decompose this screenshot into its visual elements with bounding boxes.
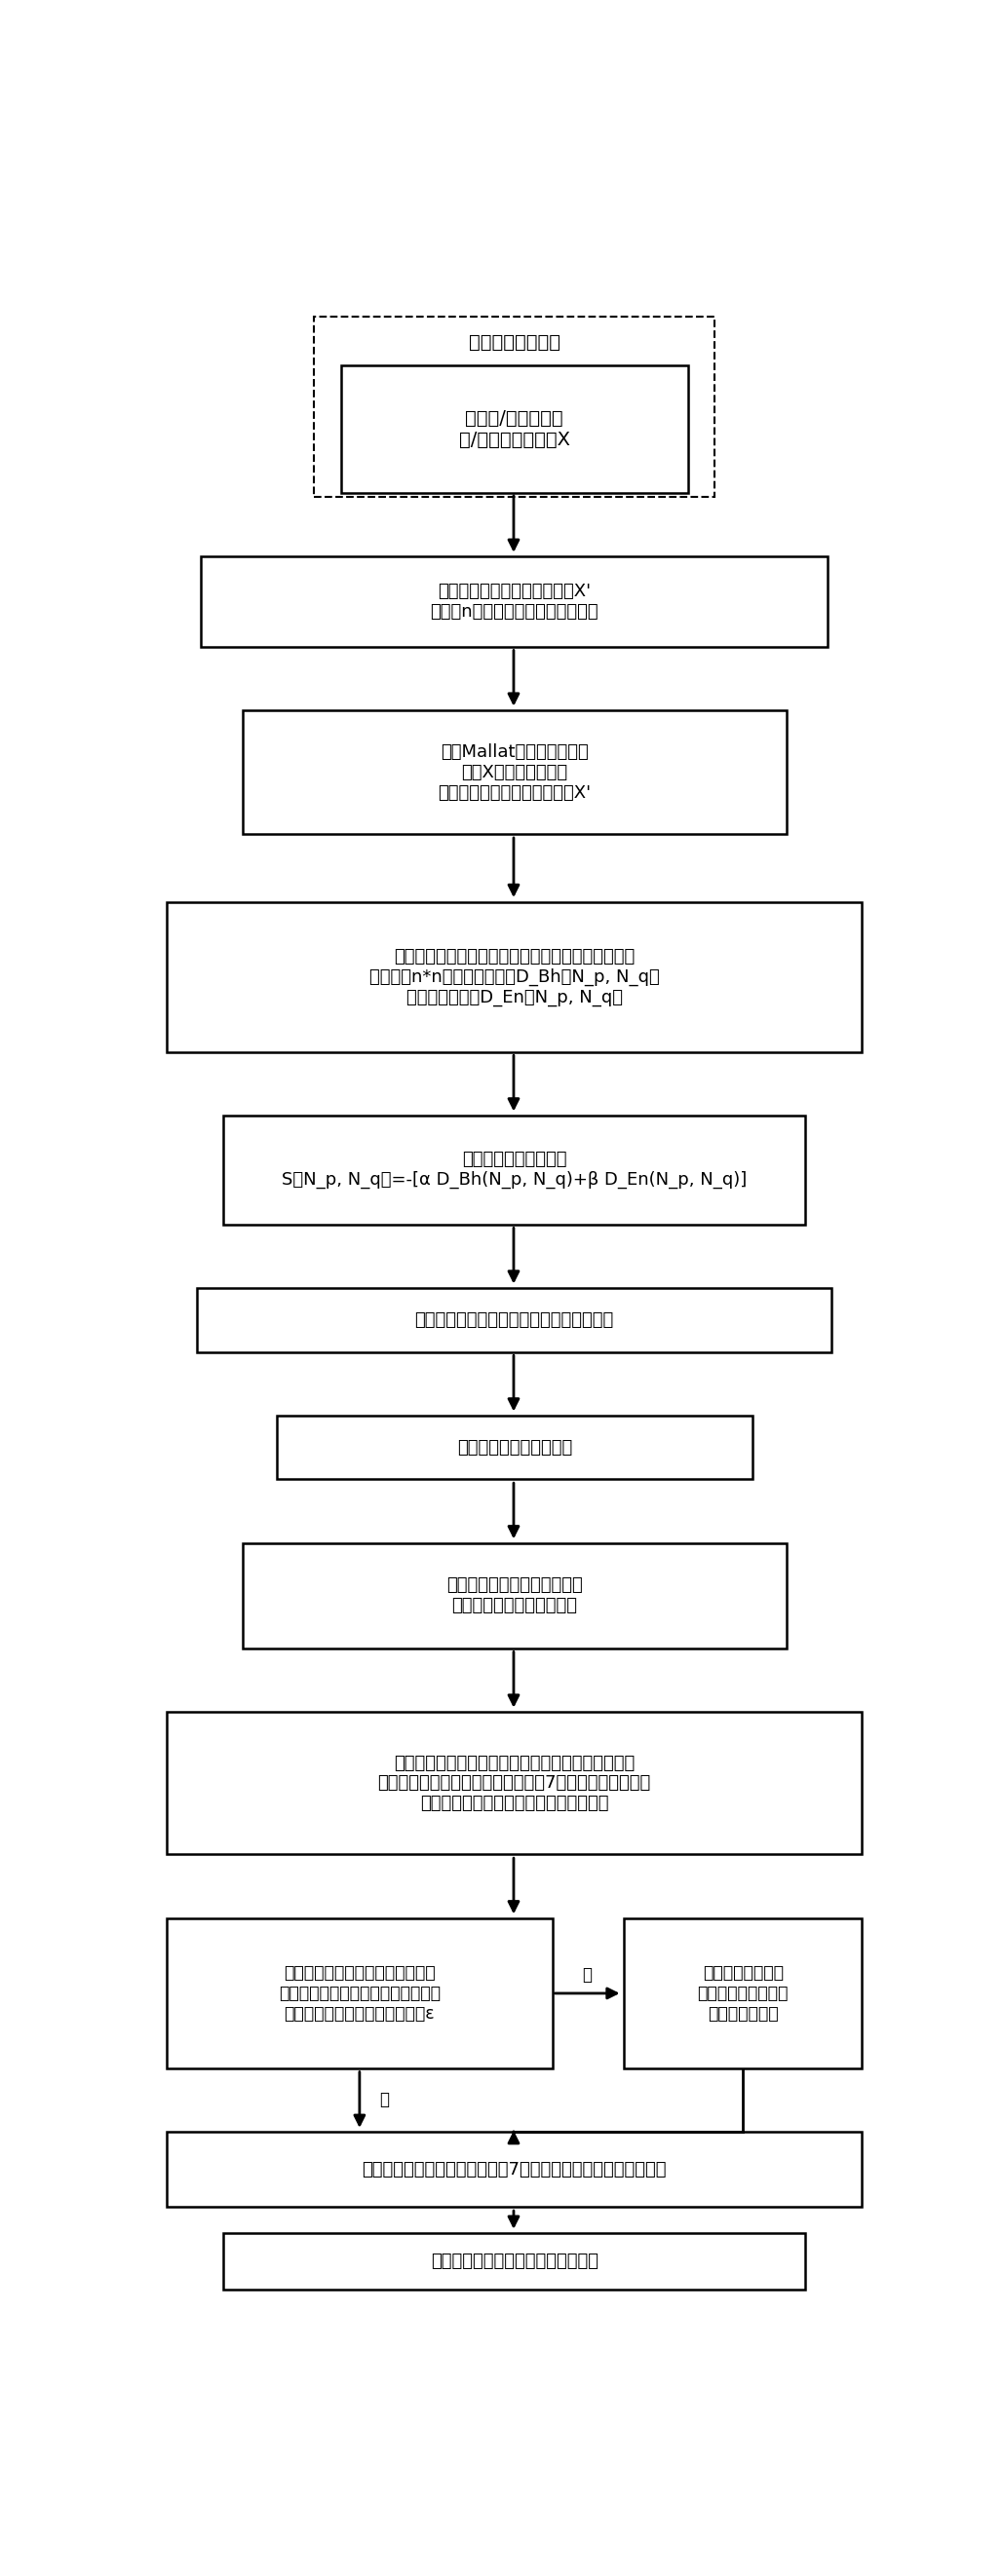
Bar bbox=[166, 2133, 862, 2208]
Bar bbox=[166, 1919, 553, 2069]
Text: 风电场/光伏电站的
年/月出力时间序列X: 风电场/光伏电站的 年/月出力时间序列X bbox=[458, 410, 570, 448]
Bar bbox=[277, 1417, 752, 1479]
Bar bbox=[224, 1115, 805, 1224]
Bar bbox=[243, 1543, 786, 1649]
Bar bbox=[224, 2233, 805, 2290]
Text: 采用马尔夫随机过程模拟典型
日出力场景之间的转换过程: 采用马尔夫随机过程模拟典型 日出力场景之间的转换过程 bbox=[446, 1577, 583, 1615]
Text: 对首尾相连的部分
数据采用中值滤波算
法进行平滑处理: 对首尾相连的部分 数据采用中值滤波算 法进行平滑处理 bbox=[697, 1965, 788, 2022]
Text: 构建双尺度相似度矩阵
S（N_p, N_q）=-[α D_Bh(N_p, N_q)+β D_En(N_p, N_q)]: 构建双尺度相似度矩阵 S（N_p, N_q）=-[α D_Bh(N_p, N_q… bbox=[282, 1151, 747, 1190]
Text: 否: 否 bbox=[379, 2092, 389, 2110]
Text: 计算任意两个典型日出力场景之间的状态转移概率，
从多个典型日出力场景中随机抽样出7个典型日出力场景，
作为风电光伏典型周出力场景的排列顺序: 计算任意两个典型日出力场景之间的状态转移概率， 从多个典型日出力场景中随机抽样出… bbox=[378, 1754, 651, 1814]
Bar bbox=[166, 1713, 862, 1855]
Text: 是: 是 bbox=[583, 1965, 592, 1984]
Bar bbox=[314, 317, 714, 497]
Text: 将双尺度相似度矩阵输入近邻传播聚类算法: 将双尺度相似度矩阵输入近邻传播聚类算法 bbox=[415, 1311, 614, 1329]
Bar bbox=[624, 1919, 862, 2069]
Bar bbox=[198, 1288, 831, 1352]
Bar bbox=[166, 902, 862, 1051]
Text: 检验风电光伏典型周出力场景中，
首尾相连的两个典型日出力场景的首
尾连接点之间差值是否大于阈值ε: 检验风电光伏典型周出力场景中， 首尾相连的两个典型日出力场景的首 尾连接点之间差… bbox=[279, 1965, 440, 2022]
Text: 将去除噪声后的出力时间序列X'
划分为n个等时间尺度的日出力场景: 将去除噪声后的出力时间序列X' 划分为n个等时间尺度的日出力场景 bbox=[430, 582, 599, 621]
Bar bbox=[341, 366, 688, 492]
Bar bbox=[243, 711, 786, 835]
Text: 运用Mallat算法对出力时间
序列X进行小波滤波，
去除噪声，获得出力时间序列X': 运用Mallat算法对出力时间 序列X进行小波滤波， 去除噪声，获得出力时间序列… bbox=[438, 744, 591, 801]
Text: 将风电光伏典型周出力场景中的7个典型日出力场景依次首尾相连: 将风电光伏典型周出力场景中的7个典型日出力场景依次首尾相连 bbox=[362, 2161, 667, 2179]
Text: 输出多个典型日出力场景: 输出多个典型日出力场景 bbox=[456, 1440, 572, 1455]
Text: 计算每两个日出力场景之间的巴氏距离与欧式距离，
分别形成n*n的巴氏距离矩阵D_Bh（N_p, N_q）
和欧式距离矩阵D_En（N_p, N_q）: 计算每两个日出力场景之间的巴氏距离与欧式距离， 分别形成n*n的巴氏距离矩阵D_… bbox=[369, 948, 660, 1007]
Text: 时间序列建模方法: 时间序列建模方法 bbox=[468, 335, 561, 353]
Bar bbox=[201, 556, 827, 647]
Text: 获得最终的风电光伏典型周出力场景: 获得最终的风电光伏典型周出力场景 bbox=[430, 2254, 598, 2269]
